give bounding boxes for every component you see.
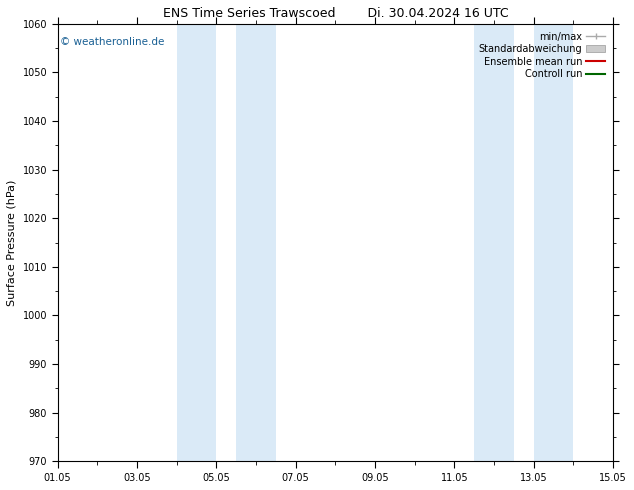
Text: © weatheronline.de: © weatheronline.de xyxy=(60,37,165,47)
Legend: min/max, Standardabweichung, Ensemble mean run, Controll run: min/max, Standardabweichung, Ensemble me… xyxy=(476,29,608,82)
Bar xyxy=(177,24,216,461)
Bar xyxy=(474,24,514,461)
Title: ENS Time Series Trawscoed        Di. 30.04.2024 16 UTC: ENS Time Series Trawscoed Di. 30.04.2024… xyxy=(162,7,508,20)
Bar xyxy=(534,24,574,461)
Y-axis label: Surface Pressure (hPa): Surface Pressure (hPa) xyxy=(7,179,17,306)
Bar xyxy=(236,24,276,461)
